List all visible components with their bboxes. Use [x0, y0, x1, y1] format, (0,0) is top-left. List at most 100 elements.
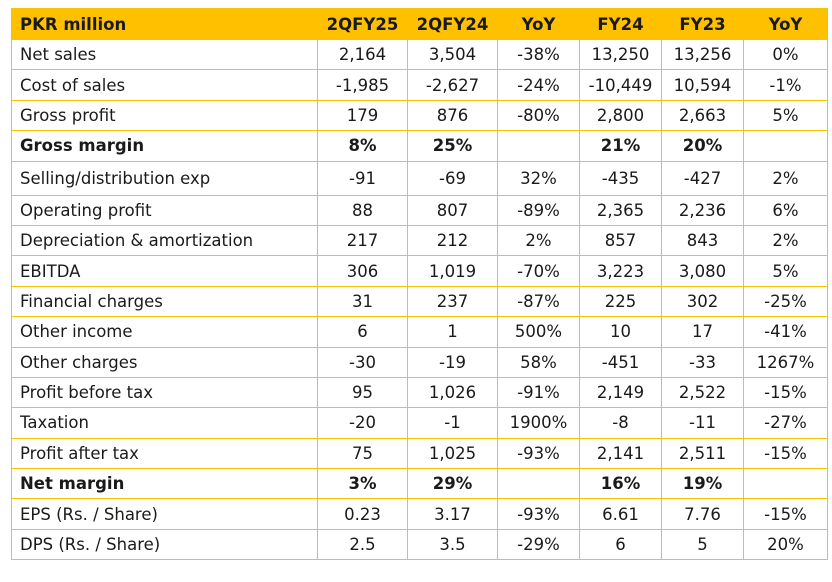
table-cell: 237: [407, 285, 498, 318]
table-cell: 25%: [407, 130, 498, 162]
row-label: Other income: [11, 316, 318, 348]
table-cell: -19: [407, 346, 498, 378]
table-row: Cost of sales -1,985 -2,627 -24% -10,449 10,5…: [11, 69, 828, 101]
table-cell: 13,256: [661, 38, 744, 71]
table-cell: 306: [317, 255, 408, 287]
table-cell: 1,026: [407, 376, 498, 409]
table-cell: -25%: [743, 285, 828, 318]
table-cell: -2,627: [407, 69, 498, 101]
table-cell: -29%: [497, 528, 580, 561]
column-header: FY23: [661, 8, 744, 40]
table-cell: -70%: [497, 255, 580, 287]
table-cell: 2%: [743, 160, 828, 196]
table-cell: 179: [317, 99, 408, 132]
row-label: Cost of sales: [11, 69, 318, 101]
financial-summary-table: PKR million 2QFY25 2QFY24 YoY FY24 FY23 …: [11, 8, 828, 561]
table-cell: -1: [407, 407, 498, 439]
table-row: Taxation -20 -1 1900% -8 -11 -27%: [11, 407, 828, 439]
column-header: FY24: [579, 8, 662, 40]
table-cell: 20%: [743, 528, 828, 561]
row-label: Selling/distribution exp: [11, 160, 318, 196]
table-cell: -38%: [497, 38, 580, 71]
row-label: Financial charges: [11, 285, 318, 318]
table-cell: 2,663: [661, 99, 744, 132]
table-cell: 2,141: [579, 437, 662, 470]
table-row: EBITDA 306 1,019 -70% 3,223 3,080 5%: [11, 255, 828, 287]
table-cell: -93%: [497, 498, 580, 530]
row-label: Other charges: [11, 346, 318, 378]
table-cell: 2,800: [579, 99, 662, 132]
table-cell: 807: [407, 194, 498, 226]
table-cell: -87%: [497, 285, 580, 318]
table-cell: 1,025: [407, 437, 498, 470]
table-row: Other charges -30 -19 58% -451 -33 1267%: [11, 346, 828, 378]
table-cell: 500%: [497, 316, 580, 348]
table-body: Net sales 2,164 3,504 -38% 13,250 13,256 0% Cos…: [11, 38, 828, 561]
table-row: Gross margin 8% 25% 21% 20%: [11, 130, 828, 162]
table-cell: 225: [579, 285, 662, 318]
table-cell: 2,365: [579, 194, 662, 226]
table-cell: -451: [579, 346, 662, 378]
table-cell: 21%: [579, 130, 662, 162]
table-cell: 10,594: [661, 69, 744, 101]
table-cell: [497, 130, 580, 162]
table-cell: 6: [317, 316, 408, 348]
table-cell: 5: [661, 528, 744, 561]
table-cell: 857: [579, 224, 662, 257]
table-cell: -91: [317, 160, 408, 196]
table-cell: -15%: [743, 376, 828, 409]
table-cell: 17: [661, 316, 744, 348]
table-cell: 1: [407, 316, 498, 348]
table-row: Selling/distribution exp -91 -69 32% -435 -42…: [11, 160, 828, 196]
table-cell: 7.76: [661, 498, 744, 530]
table-cell: -24%: [497, 69, 580, 101]
table-cell: 16%: [579, 468, 662, 500]
table-cell: 29%: [407, 468, 498, 500]
table-cell: 13,250: [579, 38, 662, 71]
table-cell: 3,080: [661, 255, 744, 287]
table-cell: 5%: [743, 99, 828, 132]
table-cell: 217: [317, 224, 408, 257]
table-cell: -11: [661, 407, 744, 439]
table-cell: -1,985: [317, 69, 408, 101]
row-label: Gross profit: [11, 99, 318, 132]
table-cell: 2.5: [317, 528, 408, 561]
table-row: Profit after tax 75 1,025 -93% 2,141 2,511 -15…: [11, 437, 828, 470]
table-cell: -30: [317, 346, 408, 378]
table-cell: 302: [661, 285, 744, 318]
table-cell: -10,449: [579, 69, 662, 101]
table-cell: -427: [661, 160, 744, 196]
table-cell: 6.61: [579, 498, 662, 530]
table-row: Financial charges 31 237 -87% 225 302 -25%: [11, 285, 828, 318]
table-header-row: PKR million 2QFY25 2QFY24 YoY FY24 FY23 …: [11, 8, 828, 40]
table-cell: -15%: [743, 437, 828, 470]
table-cell: -91%: [497, 376, 580, 409]
table-cell: 8%: [317, 130, 408, 162]
table-row: Profit before tax 95 1,026 -91% 2,149 2,522 -1…: [11, 376, 828, 409]
table-cell: 75: [317, 437, 408, 470]
table-cell: -15%: [743, 498, 828, 530]
table-cell: 2,522: [661, 376, 744, 409]
table-cell: -8: [579, 407, 662, 439]
table-cell: 95: [317, 376, 408, 409]
table-cell: 2,164: [317, 38, 408, 71]
table-cell: 5%: [743, 255, 828, 287]
table-cell: 19%: [661, 468, 744, 500]
table-cell: 843: [661, 224, 744, 257]
row-label: Gross margin: [11, 130, 318, 162]
row-label: Operating profit: [11, 194, 318, 226]
table-cell: 3.5: [407, 528, 498, 561]
table-row: Net sales 2,164 3,504 -38% 13,250 13,256 0%: [11, 38, 828, 71]
table-cell: -33: [661, 346, 744, 378]
table-row: Other income 6 1 500% 10 17 -41%: [11, 316, 828, 348]
table-cell: -20: [317, 407, 408, 439]
table-cell: 3,504: [407, 38, 498, 71]
table-cell: 2%: [743, 224, 828, 257]
table-cell: 3,223: [579, 255, 662, 287]
table-row: Operating profit 88 807 -89% 2,365 2,236 6%: [11, 194, 828, 226]
row-label: EPS (Rs. / Share): [11, 498, 318, 530]
table-cell: 2,236: [661, 194, 744, 226]
table-cell: 1,019: [407, 255, 498, 287]
table-cell: [743, 468, 828, 500]
table-cell: [497, 468, 580, 500]
